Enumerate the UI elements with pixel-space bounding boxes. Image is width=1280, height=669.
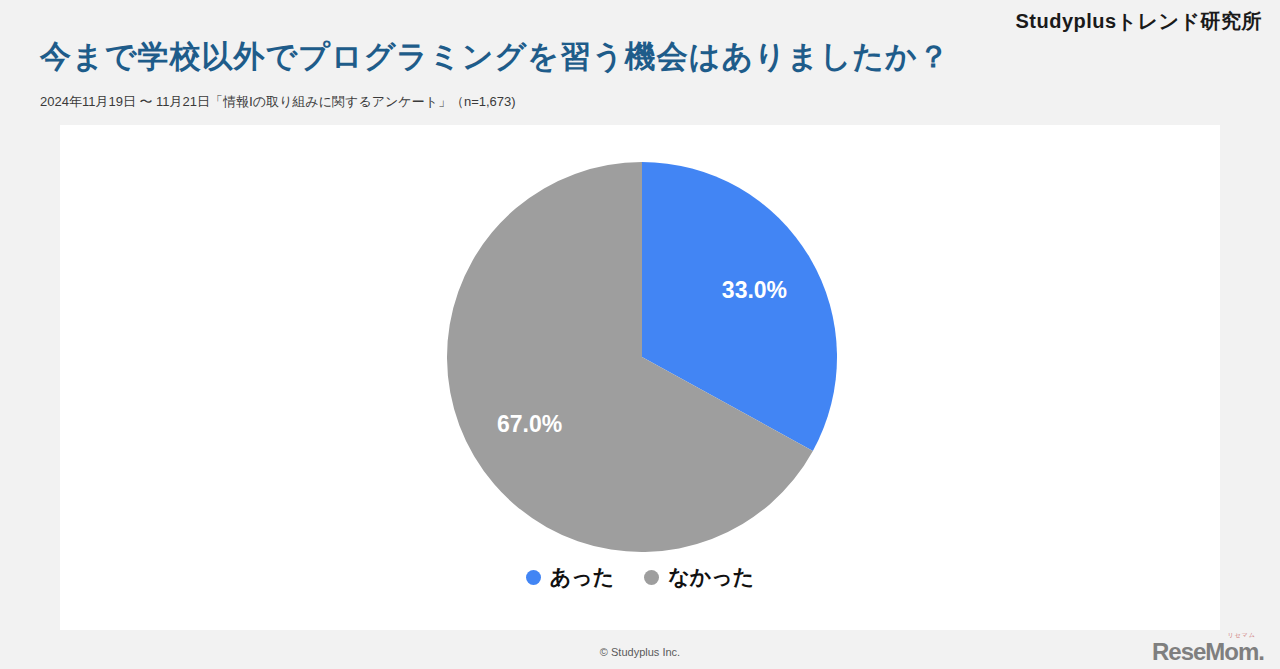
survey-subtitle: 2024年11月19日 〜 11月21日「情報Ⅰの取り組みに関するアンケート」（… bbox=[40, 93, 516, 111]
page-title: 今まで学校以外でプログラミングを習う機会はありましたか？ bbox=[40, 36, 950, 78]
legend-item-nakatta: なかった bbox=[644, 563, 754, 591]
copyright-text: © Studyplus Inc. bbox=[0, 646, 1280, 658]
resemom-logo-ruby: リセマム bbox=[1227, 631, 1256, 640]
legend-dot-blue bbox=[526, 570, 541, 585]
legend-item-atta: あった bbox=[526, 563, 614, 591]
resemom-logo-text: ReseMom. bbox=[1152, 638, 1264, 665]
resemom-logo: リセマム ReseMom. bbox=[1152, 638, 1264, 666]
legend-dot-gray bbox=[644, 570, 659, 585]
legend-label: あった bbox=[550, 563, 614, 591]
pie-value-label-1: 67.0% bbox=[497, 411, 562, 437]
chart-panel: 33.0% 67.0% あった なかった bbox=[60, 125, 1220, 630]
legend-label: なかった bbox=[668, 563, 754, 591]
pie-chart: 33.0% 67.0% bbox=[447, 162, 837, 552]
brand-logo: Studyplusトレンド研究所 bbox=[1015, 8, 1262, 35]
pie-value-label-0: 33.0% bbox=[722, 277, 787, 303]
page: Studyplusトレンド研究所 今まで学校以外でプログラミングを習う機会はあり… bbox=[0, 0, 1280, 669]
pie-chart-svg: 33.0% 67.0% bbox=[447, 162, 837, 552]
chart-legend: あった なかった bbox=[60, 563, 1220, 591]
